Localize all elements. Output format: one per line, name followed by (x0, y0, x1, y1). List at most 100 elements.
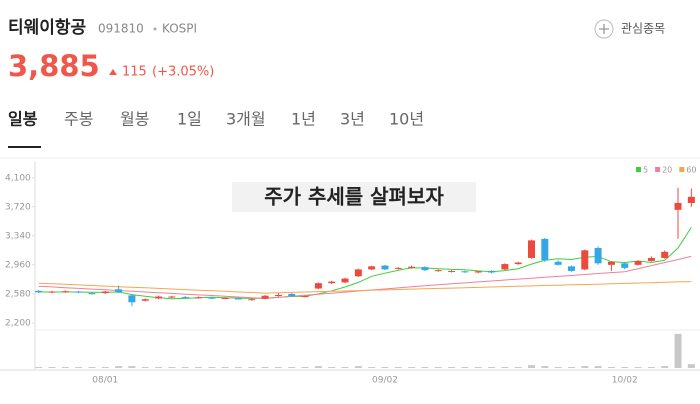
candle-body (647, 257, 655, 262)
candle-body (421, 267, 429, 271)
candle-body (567, 266, 575, 271)
candle-body (674, 202, 682, 210)
volume-bar (288, 367, 296, 368)
legend-swatch (636, 167, 641, 172)
candle-body (288, 293, 296, 297)
legend-label: 60 (686, 166, 696, 175)
y-tick-label: 2,960 (5, 260, 31, 270)
legend-swatch (679, 167, 685, 172)
tab[interactable]: 3개월 (226, 110, 266, 129)
volume-bar (514, 367, 522, 368)
price: 3,885 (8, 49, 100, 83)
tab[interactable]: 일봉 (8, 110, 38, 129)
y-tick-label: 2,580 (5, 289, 31, 299)
volume-bar (408, 367, 416, 368)
volume-bar (661, 366, 669, 368)
candle-body (115, 289, 123, 293)
volume-bar (234, 367, 242, 368)
stock-market: KOSPI (162, 22, 197, 36)
up-arrow (109, 69, 117, 75)
tab[interactable]: 월봉 (120, 110, 149, 129)
tab[interactable]: 10년 (389, 110, 424, 129)
candle-body (261, 295, 269, 299)
watch-button[interactable]: 관심종목 (594, 19, 665, 39)
dot (153, 27, 157, 31)
candle-body (488, 270, 496, 273)
candle-body (528, 240, 535, 258)
y-tick-label: 4,100 (5, 173, 31, 183)
tab[interactable]: 주봉 (64, 110, 93, 129)
candle-body (554, 261, 562, 265)
volume-bar (674, 333, 682, 368)
candle-body (141, 299, 149, 301)
tab[interactable]: 1일 (177, 110, 202, 129)
volume-bar (88, 367, 96, 368)
candle-body (607, 261, 615, 265)
chart-title: 주가 추세를 살펴보자 (264, 185, 444, 209)
volume-bar (75, 367, 83, 368)
volume-bar (128, 366, 136, 368)
volume-bar (474, 367, 482, 368)
candle-body (88, 293, 96, 295)
candle-body (234, 298, 242, 300)
candle-body (661, 251, 669, 258)
stock-code: 091810 (98, 22, 144, 36)
candle-body (594, 248, 602, 264)
volume-bar (141, 367, 149, 368)
volume-bar (634, 367, 642, 368)
volume-bar (35, 367, 43, 368)
candle-body (394, 267, 402, 269)
volume-bar (461, 367, 469, 368)
volume-bar (155, 367, 163, 368)
volume-bar (208, 367, 216, 368)
volume-bar (354, 366, 362, 368)
candle-body (155, 296, 163, 299)
volume-bar (181, 367, 189, 368)
change: 115 (122, 65, 147, 80)
volume-bar (248, 367, 256, 368)
candle-body (501, 264, 509, 270)
candle-body (128, 295, 136, 303)
y-tick-label: 3,720 (5, 202, 31, 212)
volume-bar (501, 367, 509, 368)
candle-body (314, 283, 322, 289)
candle-body (514, 262, 522, 265)
tab[interactable]: 3년 (340, 110, 365, 129)
candle-body (195, 297, 202, 299)
volume-bar (381, 367, 389, 368)
tabs: 일봉 주봉 월봉 1일 3개월 1년 3년 10년 (8, 110, 424, 129)
ma-line (38, 281, 692, 294)
volume-bar (115, 366, 123, 368)
tab[interactable]: 1년 (291, 110, 316, 129)
volume-bar (528, 365, 535, 368)
volume-bar (328, 367, 336, 368)
volume-bar (394, 367, 402, 368)
volume-bar (368, 367, 376, 368)
volume-bar (434, 367, 442, 368)
volume-bar (687, 364, 695, 368)
plus (599, 24, 609, 34)
candle-body (461, 271, 469, 273)
y-tick-label: 2,200 (5, 318, 31, 328)
candle-body (354, 269, 362, 277)
volume-bar (221, 367, 229, 368)
x-tick-label: 08/01 (92, 376, 118, 386)
y-tick-label: 3,340 (5, 231, 31, 241)
x-tick-label: 10/02 (612, 376, 638, 386)
volume-bar (301, 367, 309, 368)
candle-body (168, 296, 176, 298)
volume-bar (341, 367, 349, 368)
watch-label: 관심종목 (621, 22, 665, 36)
legend-swatch (655, 167, 661, 172)
candle-body (541, 238, 549, 261)
candle-body (448, 270, 456, 272)
candle-body (48, 291, 56, 293)
candle-body (181, 296, 189, 298)
candle-body (301, 296, 309, 298)
volume-bar (594, 366, 602, 368)
stock-name: 티웨이항공 (8, 17, 87, 38)
volume-bar (647, 367, 655, 368)
ma-line (38, 227, 692, 300)
legend-label: 20 (662, 166, 672, 175)
legend-label: 5 (643, 166, 648, 175)
